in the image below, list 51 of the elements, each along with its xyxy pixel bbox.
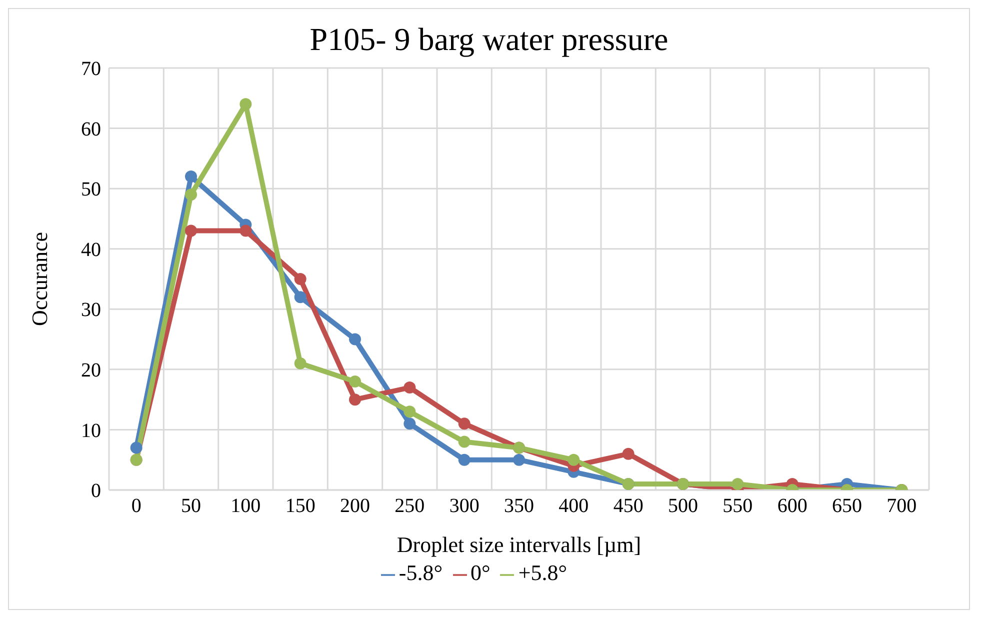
- y-tick-label: 70: [81, 58, 101, 80]
- point: [404, 406, 416, 418]
- point: [458, 454, 470, 466]
- point: [404, 418, 416, 430]
- y-tick-label: 50: [81, 178, 101, 201]
- x-tick-label: 400: [558, 495, 589, 518]
- point: [568, 454, 580, 466]
- x-tick-label: 450: [613, 495, 644, 518]
- point: [294, 291, 306, 304]
- y-tick-label: 0: [91, 480, 101, 502]
- point: [404, 382, 416, 394]
- point: [240, 224, 252, 237]
- y-tick-label: 60: [81, 118, 101, 140]
- x-tick-label: 150: [285, 495, 316, 518]
- legend-label: 0°: [470, 560, 490, 585]
- x-axis-title: Droplet size intervalls [µm]: [396, 532, 642, 557]
- y-tick-label: 30: [81, 299, 101, 322]
- point: [349, 333, 361, 346]
- point: [458, 418, 470, 430]
- point: [185, 170, 197, 183]
- legend-label: +5.8°: [518, 560, 568, 585]
- chart-title: P105- 9 barg water pressure: [308, 21, 670, 58]
- point: [294, 357, 306, 370]
- point: [349, 375, 361, 388]
- legend-label: -5.8°: [398, 560, 443, 585]
- x-tick-label: 600: [777, 495, 808, 518]
- point: [458, 436, 470, 448]
- y-axis-title: Occurance: [26, 232, 52, 326]
- y-tick-label: 10: [81, 420, 101, 442]
- x-tick-label: 200: [340, 495, 370, 518]
- x-tick-label: 350: [504, 495, 534, 518]
- point: [185, 188, 197, 201]
- point: [622, 448, 634, 460]
- y-tick-label: 20: [81, 360, 101, 382]
- x-tick-label: 500: [668, 495, 698, 518]
- x-tick-label: 100: [230, 495, 261, 518]
- x-tick-label: 650: [832, 495, 862, 518]
- point: [185, 224, 197, 237]
- point: [294, 273, 306, 285]
- point: [349, 394, 361, 406]
- x-tick-label: 0: [131, 495, 142, 518]
- x-tick-label: 700: [886, 495, 917, 518]
- x-tick-label: 300: [449, 495, 480, 518]
- y-tick-label: 40: [81, 238, 101, 261]
- point: [240, 98, 252, 110]
- point: [130, 442, 142, 454]
- x-tick-label: 50: [181, 495, 201, 518]
- point: [732, 478, 744, 490]
- point: [513, 454, 525, 466]
- x-tick-label: 550: [722, 495, 753, 518]
- x-tick-label: 250: [394, 495, 425, 518]
